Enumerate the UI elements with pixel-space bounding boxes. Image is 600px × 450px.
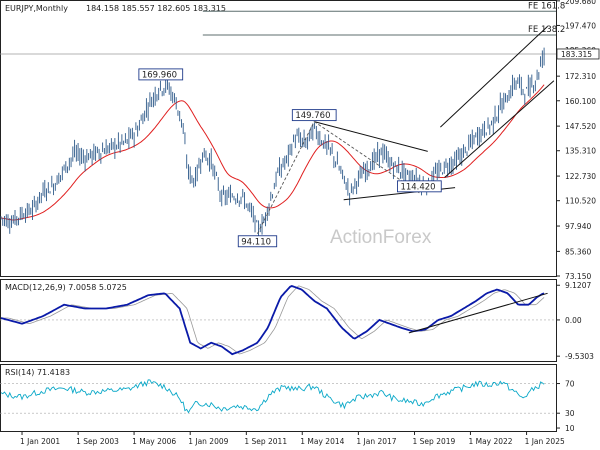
fib-label: FE 161.8 [528, 1, 565, 11]
x-tick-label: 1 Sep 2003 [76, 437, 119, 446]
macd-line [0, 285, 545, 356]
price-trendline [440, 26, 548, 128]
macd-ytick-label: -9.5303 [565, 352, 594, 361]
x-tick-label: 1 Jan 2025 [525, 437, 565, 446]
x-tick-label: 1 May 2014 [300, 437, 344, 446]
watermark-text: ActionForex [330, 227, 432, 248]
price-annotation-label: 169.960 [142, 70, 177, 80]
price-annotation-box [237, 235, 278, 248]
price-ytick-label: 85.360 [565, 247, 591, 256]
price-trendline [314, 121, 428, 152]
rsi-ytick-label: 70 [565, 380, 575, 389]
macd-panel-frame [0, 279, 557, 362]
fib-label: FE 138.2 [528, 25, 565, 35]
current-price-label: 183.315 [561, 50, 592, 59]
price-ytick-label: 110.520 [565, 197, 596, 206]
price-header-ohlc: 184.158 185.557 182.605 183.315 [86, 4, 226, 13]
rsi-line [0, 379, 545, 414]
moving-average-line [0, 84, 545, 221]
x-tick-label: 1 Sep 2011 [244, 437, 287, 446]
price-ytick-label: 135.310 [565, 147, 596, 156]
x-tick-label: 1 May 2022 [468, 437, 512, 446]
rsi-panel: RSI(14) 71.4183 70 30 10 [0, 364, 575, 433]
macd-header: MACD(12,26,9) 7.0058 5.0725 [5, 283, 127, 292]
fib-projection-dashed-line [257, 121, 315, 234]
price-annotation-box [291, 109, 337, 122]
x-tick-label: 1 Jan 2009 [188, 437, 228, 446]
price-header-symbol: EURJPY,Monthly [5, 4, 68, 13]
macd-panel: MACD(12,26,9) 7.0058 5.0725 9.1207 0.00 -9… [0, 279, 594, 362]
price-ytick-label: 172.310 [565, 72, 596, 81]
price-ytick-label: 147.520 [565, 122, 596, 131]
price-ytick-label: 160.100 [565, 97, 596, 106]
price-annotation-box [138, 68, 184, 81]
price-ytick-label: 73.150 [565, 272, 591, 281]
current-price-box [556, 48, 600, 60]
macd-trendline [408, 292, 548, 334]
rsi-panel-frame [0, 364, 557, 432]
price-ytick-label: 197.470 [565, 21, 596, 30]
price-ytick-label: 97.940 [565, 222, 591, 231]
price-annotation-label: 94.110 [241, 237, 271, 247]
price-ytick-label: 209.680 [565, 0, 596, 6]
macd-ytick-label: 0.00 [565, 316, 582, 325]
x-tick-label: 1 Sep 2019 [413, 437, 456, 446]
rsi-header: RSI(14) 71.4183 [5, 368, 70, 377]
rsi-ytick-label: 30 [565, 409, 575, 418]
x-tick-label: 1 May 2006 [132, 437, 176, 446]
x-tick-label: 1 Jan 2017 [356, 437, 396, 446]
price-annotation-label: 149.760 [295, 111, 330, 121]
price-ytick-label: 122.730 [565, 172, 596, 181]
price-panel: EURJPY,Monthly 184.158 185.557 182.605 1… [0, 0, 600, 281]
price-panel-frame [0, 0, 557, 277]
rsi-ytick-label: 10 [565, 424, 575, 433]
x-tick-label: 1 Jan 2001 [20, 437, 60, 446]
x-axis: 1 Jan 2001 1 Sep 2003 1 May 2006 1 Jan 2009… [20, 431, 565, 446]
price-annotation-box [397, 180, 442, 193]
price-annotation-label: 114.420 [400, 182, 435, 192]
price-trendline [444, 80, 555, 178]
macd-ytick-label: 9.1207 [565, 281, 591, 290]
